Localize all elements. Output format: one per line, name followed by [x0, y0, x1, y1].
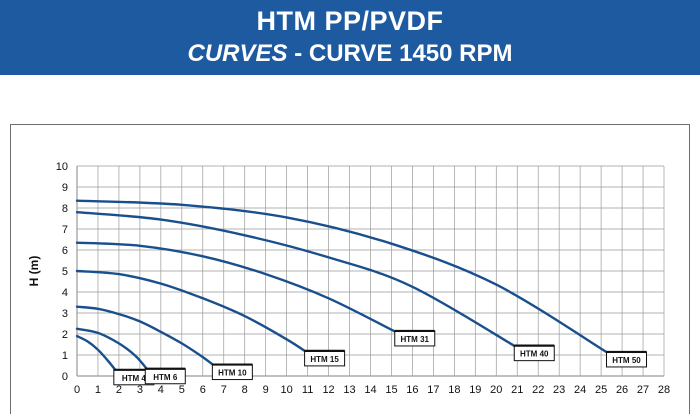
y-tick-label: 10 — [56, 161, 68, 173]
x-tick-label: 19 — [469, 384, 481, 396]
x-tick-label: 13 — [343, 384, 355, 396]
y-tick-label: 3 — [62, 308, 68, 320]
x-tick-label: 26 — [616, 384, 628, 396]
y-tick-label: 0 — [62, 371, 68, 383]
y-tick-label: 5 — [62, 266, 68, 278]
x-tick-label: 0 — [74, 384, 80, 396]
series-label: HTM 40 — [520, 350, 549, 359]
x-tick-label: 10 — [281, 384, 293, 396]
x-tick-label: 7 — [221, 384, 227, 396]
x-tick-label: 12 — [322, 384, 334, 396]
x-tick-label: 15 — [385, 384, 397, 396]
x-tick-label: 8 — [242, 384, 248, 396]
y-tick-label: 1 — [62, 350, 68, 362]
series-curve — [75, 269, 309, 355]
x-tick-label: 5 — [179, 384, 185, 396]
title-banner: HTM PP/PVDF CURVES - CURVE 1450 RPM — [0, 0, 700, 75]
series-label: HTM 50 — [612, 356, 641, 365]
y-tick-label: 2 — [62, 329, 68, 341]
x-tick-label: 28 — [658, 384, 670, 396]
y-tick-label: 9 — [62, 182, 68, 194]
series-label: HTM 10 — [218, 369, 247, 378]
x-tick-label: 11 — [302, 384, 313, 396]
subtitle-rpm: - CURVE 1450 RPM — [287, 40, 513, 67]
x-tick-label: 17 — [427, 384, 439, 396]
subtitle-curves: CURVES — [187, 40, 288, 67]
y-tick-label: 8 — [62, 203, 68, 215]
x-tick-label: 16 — [406, 384, 418, 396]
series-label: HTM 6 — [153, 373, 178, 382]
page-subtitle: CURVES - CURVE 1450 RPM — [0, 40, 700, 68]
x-tick-label: 24 — [574, 384, 586, 396]
y-tick-label: 7 — [62, 224, 68, 236]
series-label: HTM 4 — [122, 374, 147, 383]
x-tick-label: 20 — [490, 384, 502, 396]
x-tick-label: 4 — [158, 384, 164, 396]
x-tick-label: 21 — [511, 384, 523, 396]
chart-frame — [10, 124, 690, 414]
series-curve — [75, 241, 399, 335]
series-curve — [75, 327, 150, 372]
series-curve — [75, 211, 519, 349]
x-tick-label: 14 — [364, 384, 376, 396]
x-tick-label: 2 — [116, 384, 122, 396]
y-tick-label: 6 — [62, 245, 68, 257]
x-tick-label: 27 — [637, 384, 649, 396]
page-title: HTM PP/PVDF — [256, 6, 444, 36]
series-curve — [75, 334, 118, 373]
y-axis-label: H (m) — [27, 256, 41, 287]
series-label: HTM 15 — [310, 355, 339, 364]
x-tick-label: 1 — [95, 384, 101, 396]
x-tick-label: 6 — [200, 384, 206, 396]
x-tick-label: 3 — [137, 384, 143, 396]
x-tick-label: 23 — [553, 384, 565, 396]
x-tick-label: 22 — [532, 384, 544, 396]
x-tick-label: 9 — [263, 384, 269, 396]
x-tick-label: 18 — [448, 384, 460, 396]
x-tick-label: 25 — [595, 384, 607, 396]
series-curve — [75, 199, 611, 356]
series-label: HTM 31 — [401, 335, 430, 344]
series-curve — [75, 305, 217, 368]
y-tick-label: 4 — [62, 287, 68, 299]
